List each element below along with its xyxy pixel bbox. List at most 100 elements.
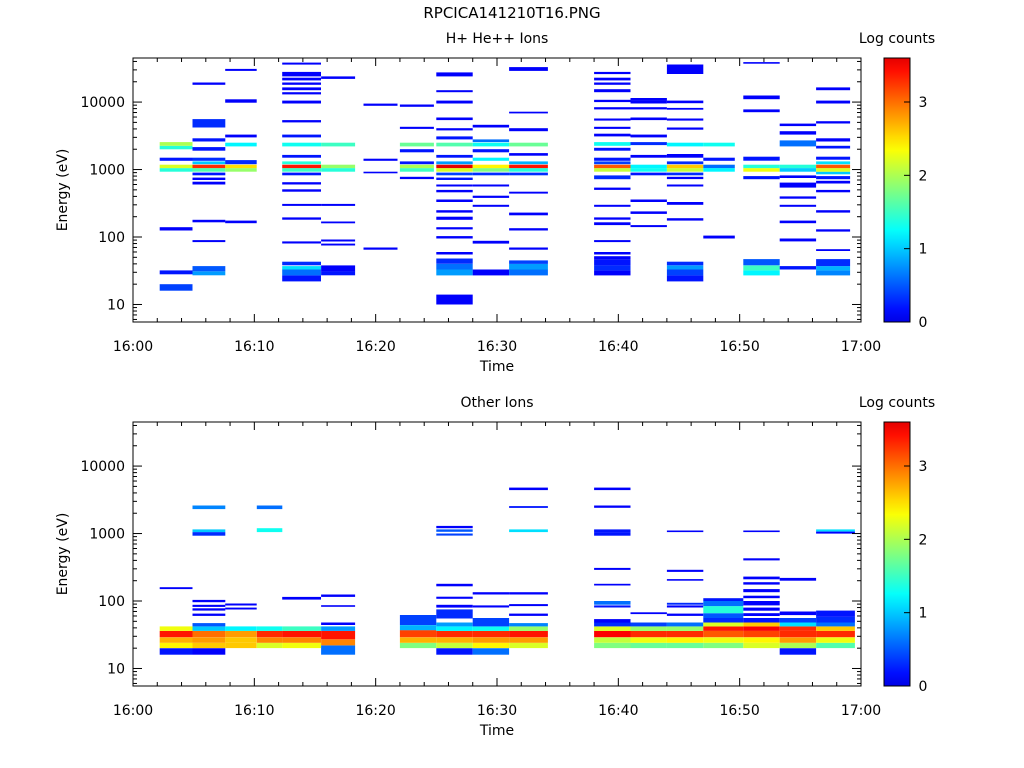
heatmap-cell xyxy=(816,138,851,142)
x-tick-label: 16:30 xyxy=(477,703,517,719)
heatmap-cell xyxy=(192,271,226,276)
heatmap-cell xyxy=(399,637,437,643)
heatmap-cell xyxy=(594,259,631,266)
heatmap-cell xyxy=(399,625,437,631)
heatmap-cell xyxy=(399,126,434,129)
heatmap-cell xyxy=(436,294,473,305)
heatmap-cell xyxy=(816,610,855,617)
heatmap-cell xyxy=(816,259,851,267)
heatmap-cell xyxy=(321,639,356,646)
heatmap-cell xyxy=(321,168,356,172)
heatmap-cell xyxy=(472,195,510,198)
x-tick-label: 16:20 xyxy=(355,703,395,719)
heatmap-cell xyxy=(399,149,434,153)
heatmap-cells xyxy=(159,62,851,305)
heatmap-cell xyxy=(666,184,704,187)
heatmap-cell xyxy=(779,266,817,270)
heatmap-cell xyxy=(509,247,548,250)
heatmap-cell xyxy=(256,642,283,649)
heatmap-cell xyxy=(192,637,226,643)
heatmap-cell xyxy=(630,642,667,649)
heatmap-cell xyxy=(509,228,548,231)
panel-2: 16:00 16:10 16:20 16:30 16:40 16:50 17:0010100… xyxy=(55,395,935,739)
heatmap-cell xyxy=(399,104,434,107)
heatmap-cell xyxy=(436,258,473,264)
heatmap-cell xyxy=(816,161,851,165)
colorbar-label: Log counts xyxy=(859,31,935,47)
heatmap-cell xyxy=(666,642,704,649)
heatmap-cell xyxy=(282,261,321,266)
heatmap-cell xyxy=(192,219,226,223)
heatmap-cell xyxy=(743,558,780,561)
heatmap-cell xyxy=(779,204,817,207)
heatmap-cell xyxy=(743,622,780,627)
heatmap-cell xyxy=(436,642,473,649)
y-tick-label: 10000 xyxy=(80,95,125,111)
colorbar-tick-label: 3 xyxy=(919,95,928,111)
heatmap-cell xyxy=(282,630,321,638)
heatmap-cell xyxy=(743,259,780,266)
heatmap-cell xyxy=(816,529,855,532)
heatmap-cell xyxy=(509,263,548,270)
heatmap-cell xyxy=(666,154,704,158)
heatmap-cell xyxy=(282,161,321,165)
colorbar xyxy=(883,421,911,687)
heatmap-cell xyxy=(282,154,321,158)
heatmap-cell xyxy=(630,630,667,638)
heatmap-cell xyxy=(472,269,510,276)
heatmap-cell xyxy=(630,211,667,214)
heatmap-cell xyxy=(282,82,321,85)
x-tick-label: 16:30 xyxy=(477,339,517,355)
heatmap-cell xyxy=(630,172,667,176)
heatmap-cell xyxy=(779,164,817,169)
heatmap-cell xyxy=(743,582,780,585)
heatmap-cell xyxy=(630,100,667,104)
y-tick-label: 10000 xyxy=(80,459,125,475)
heatmap-cell xyxy=(594,168,631,172)
heatmap-cell xyxy=(594,175,631,180)
heatmap-cell xyxy=(399,615,437,625)
heatmap-cell xyxy=(509,142,548,147)
heatmap-cell xyxy=(436,596,473,599)
heatmap-cell xyxy=(703,618,744,623)
heatmap-cell xyxy=(779,626,817,631)
heatmap-cell xyxy=(509,168,548,172)
y-axis-label: Energy (eV) xyxy=(55,513,71,596)
heatmap-cell xyxy=(816,145,851,149)
heatmap-cell xyxy=(594,204,631,207)
heatmap-cell xyxy=(779,196,817,199)
heatmap-cell xyxy=(321,594,356,597)
heatmap-cell xyxy=(282,637,321,643)
heatmap-cell xyxy=(436,128,473,131)
heatmap-cell xyxy=(282,172,321,176)
heatmap-cell xyxy=(816,176,851,180)
heatmap-cell xyxy=(472,142,510,147)
heatmap-cell xyxy=(509,161,548,165)
heatmap-cell xyxy=(192,642,226,649)
heatmap-cell xyxy=(743,176,780,180)
heatmap-cell xyxy=(743,109,780,113)
heatmap-cell xyxy=(703,598,744,601)
heatmap-cell xyxy=(630,612,667,615)
heatmap-cell xyxy=(594,217,631,220)
heatmap-cell xyxy=(436,90,473,93)
heatmap-cell xyxy=(192,648,226,655)
heatmap-cell xyxy=(594,126,631,129)
heatmap-cell xyxy=(630,622,667,627)
heatmap-cell xyxy=(779,611,817,616)
heatmap-cell xyxy=(594,89,631,93)
heatmap-cell xyxy=(436,136,473,140)
heatmap-cell xyxy=(282,266,321,270)
heatmap-cell xyxy=(594,505,631,508)
heatmap-cell xyxy=(594,270,631,276)
heatmap-cell xyxy=(256,505,283,510)
heatmap-cell xyxy=(594,77,631,81)
heatmap-cell xyxy=(743,156,780,161)
y-tick-label: 100 xyxy=(98,594,125,610)
heatmap-cell xyxy=(816,249,851,251)
heatmap-cell xyxy=(225,642,257,649)
heatmap-cell xyxy=(630,626,667,631)
heatmap-cell xyxy=(816,229,851,232)
heatmap-cell xyxy=(666,142,704,147)
